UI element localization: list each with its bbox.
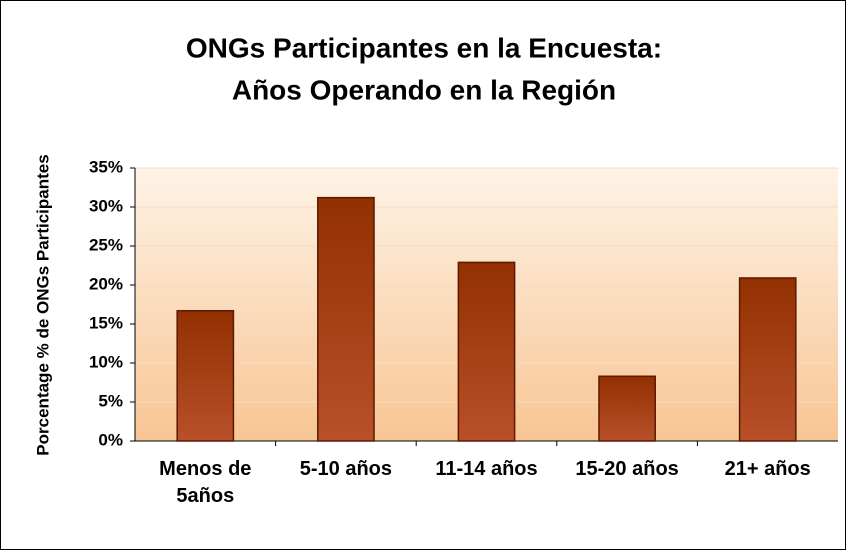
x-tick-label: Menos de 5años <box>159 458 252 507</box>
chart-title: ONGs Participantes en la Encuesta: <box>186 32 662 63</box>
x-tick-label: 15-20 años <box>575 458 679 480</box>
y-axis-label: Porcentage % de ONGs Participantes <box>33 154 52 455</box>
y-tick-label: 35% <box>89 157 123 176</box>
y-tick-label: 5% <box>98 391 123 410</box>
bar <box>176 309 235 442</box>
bar <box>598 375 656 442</box>
y-tick-label: 15% <box>89 313 123 332</box>
y-tick-label: 10% <box>89 352 123 371</box>
x-tick-label: 11-14 años <box>435 458 538 480</box>
y-tick-label: 0% <box>98 430 123 449</box>
bar <box>457 261 516 442</box>
y-tick-label: 30% <box>89 196 123 215</box>
chart-title: Años Operando en la Región <box>232 74 616 105</box>
x-tick-label: 21+ años <box>724 458 811 480</box>
x-tick-label: 5-10 años <box>299 458 393 480</box>
y-tick-label: 25% <box>89 235 123 254</box>
bar <box>317 196 375 442</box>
bar <box>738 277 797 442</box>
y-tick-label: 20% <box>89 274 123 293</box>
